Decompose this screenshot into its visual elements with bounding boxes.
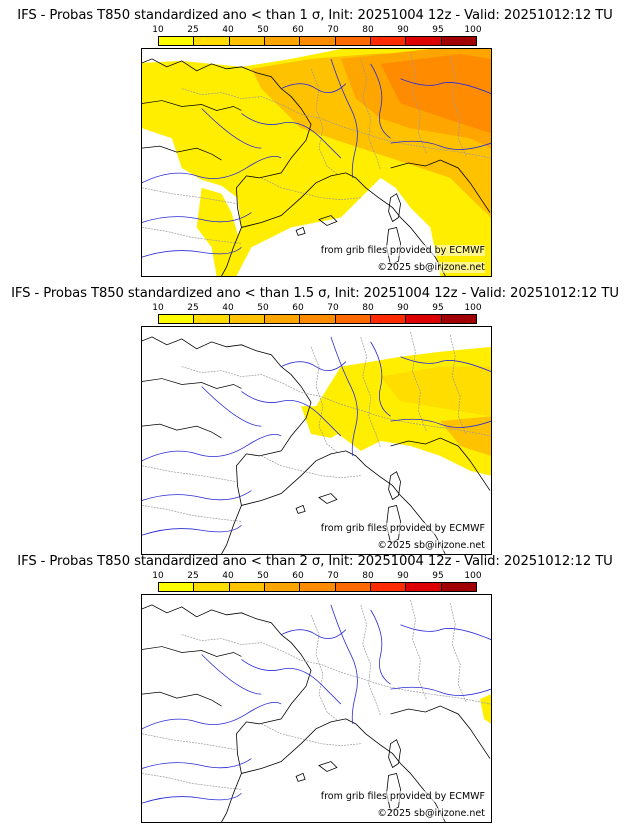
colorbar-tick: 25 <box>187 25 199 35</box>
colorbar-tick: 50 <box>257 25 269 35</box>
probability-map: from grib files provided by ECMWF ©2025 … <box>141 326 492 555</box>
colorbar-labels: 10 25 40 50 60 70 80 90 95 100 <box>150 303 485 313</box>
colorbar-swatch <box>159 583 195 591</box>
colorbar-swatch <box>159 315 195 323</box>
colorbar-tick: 60 <box>292 571 304 581</box>
colorbar-tick: 80 <box>362 303 374 313</box>
colorbar-labels: 10 25 40 50 60 70 80 90 95 100 <box>150 25 485 35</box>
colorbar-tick: 100 <box>464 571 482 581</box>
map-title: IFS - Probas T850 standardized ano < tha… <box>17 554 613 569</box>
colorbar <box>158 314 477 324</box>
colorbar-swatch <box>194 583 230 591</box>
colorbar-tick: 80 <box>362 571 374 581</box>
prob-area-10 <box>196 187 242 276</box>
source-credit: from grib files provided by ECMWF <box>320 791 485 802</box>
colorbar-swatch <box>194 315 230 323</box>
colorbar-labels: 10 25 40 50 60 70 80 90 95 100 <box>150 571 485 581</box>
colorbar-swatch <box>300 583 336 591</box>
colorbar-tick: 95 <box>432 571 444 581</box>
colorbar-tick: 90 <box>397 571 409 581</box>
colorbar-swatch <box>264 583 301 591</box>
colorbar-tick: 60 <box>292 25 304 35</box>
colorbar-swatch <box>194 37 230 45</box>
colorbar-tick: 100 <box>464 303 482 313</box>
colorbar-swatch <box>370 37 407 45</box>
probability-map: from grib files provided by ECMWF ©2025 … <box>141 594 492 823</box>
colorbar-tick: 90 <box>397 25 409 35</box>
colorbar-swatch <box>229 37 265 45</box>
colorbar-swatch <box>229 583 265 591</box>
colorbar-swatch <box>335 315 371 323</box>
prob-area-10 <box>480 694 491 724</box>
colorbar-swatch <box>406 583 442 591</box>
source-credit: from grib files provided by ECMWF <box>320 523 485 534</box>
colorbar-tick: 70 <box>327 25 339 35</box>
map-title: IFS - Probas T850 standardized ano < tha… <box>17 8 613 23</box>
copyright-credit: ©2025 sb@irizone.net <box>377 808 485 819</box>
colorbar-swatch <box>264 37 301 45</box>
colorbar-tick: 25 <box>187 571 199 581</box>
colorbar-tick: 70 <box>327 571 339 581</box>
colorbar-tick: 10 <box>152 303 164 313</box>
colorbar-swatch <box>335 37 371 45</box>
prob-area-40 <box>440 416 491 456</box>
colorbar-tick: 40 <box>222 25 234 35</box>
colorbar-tick: 10 <box>152 25 164 35</box>
colorbar-swatch <box>370 583 407 591</box>
colorbar-swatch <box>406 37 442 45</box>
colorbar-tick: 95 <box>432 303 444 313</box>
prob-area-25 <box>380 366 491 417</box>
colorbar-tick: 95 <box>432 25 444 35</box>
copyright-credit: ©2025 sb@irizone.net <box>377 262 485 273</box>
colorbar-swatch <box>300 315 336 323</box>
colorbar-tick: 50 <box>257 303 269 313</box>
colorbar-swatch <box>441 583 476 591</box>
map-svg <box>142 49 491 276</box>
map-title: IFS - Probas T850 standardized ano < tha… <box>11 286 619 301</box>
colorbar-tick: 80 <box>362 25 374 35</box>
probability-map: from grib files provided by ECMWF ©2025 … <box>141 48 492 277</box>
colorbar <box>158 36 477 46</box>
colorbar-tick: 40 <box>222 303 234 313</box>
colorbar-tick: 60 <box>292 303 304 313</box>
colorbar-swatch <box>406 315 442 323</box>
colorbar-tick: 100 <box>464 25 482 35</box>
prob-area-60 <box>380 53 491 134</box>
prob-area-10 <box>301 167 341 208</box>
colorbar-swatch <box>229 315 265 323</box>
colorbar-swatch <box>441 315 476 323</box>
source-credit: from grib files provided by ECMWF <box>320 245 485 256</box>
colorbar-tick: 10 <box>152 571 164 581</box>
colorbar-swatch <box>159 37 195 45</box>
colorbar-swatch <box>370 315 407 323</box>
colorbar-tick: 50 <box>257 571 269 581</box>
copyright-credit: ©2025 sb@irizone.net <box>377 540 485 551</box>
colorbar-swatch <box>335 583 371 591</box>
map-svg <box>142 599 491 822</box>
colorbar-swatch <box>264 315 301 323</box>
colorbar-tick: 25 <box>187 303 199 313</box>
colorbar-tick: 70 <box>327 303 339 313</box>
colorbar-tick: 90 <box>397 303 409 313</box>
colorbar <box>158 582 477 592</box>
colorbar-swatch <box>441 37 476 45</box>
map-svg <box>142 331 491 554</box>
prob-area-10 <box>301 406 351 439</box>
basemap <box>142 599 491 822</box>
colorbar-swatch <box>300 37 336 45</box>
colorbar-tick: 40 <box>222 571 234 581</box>
